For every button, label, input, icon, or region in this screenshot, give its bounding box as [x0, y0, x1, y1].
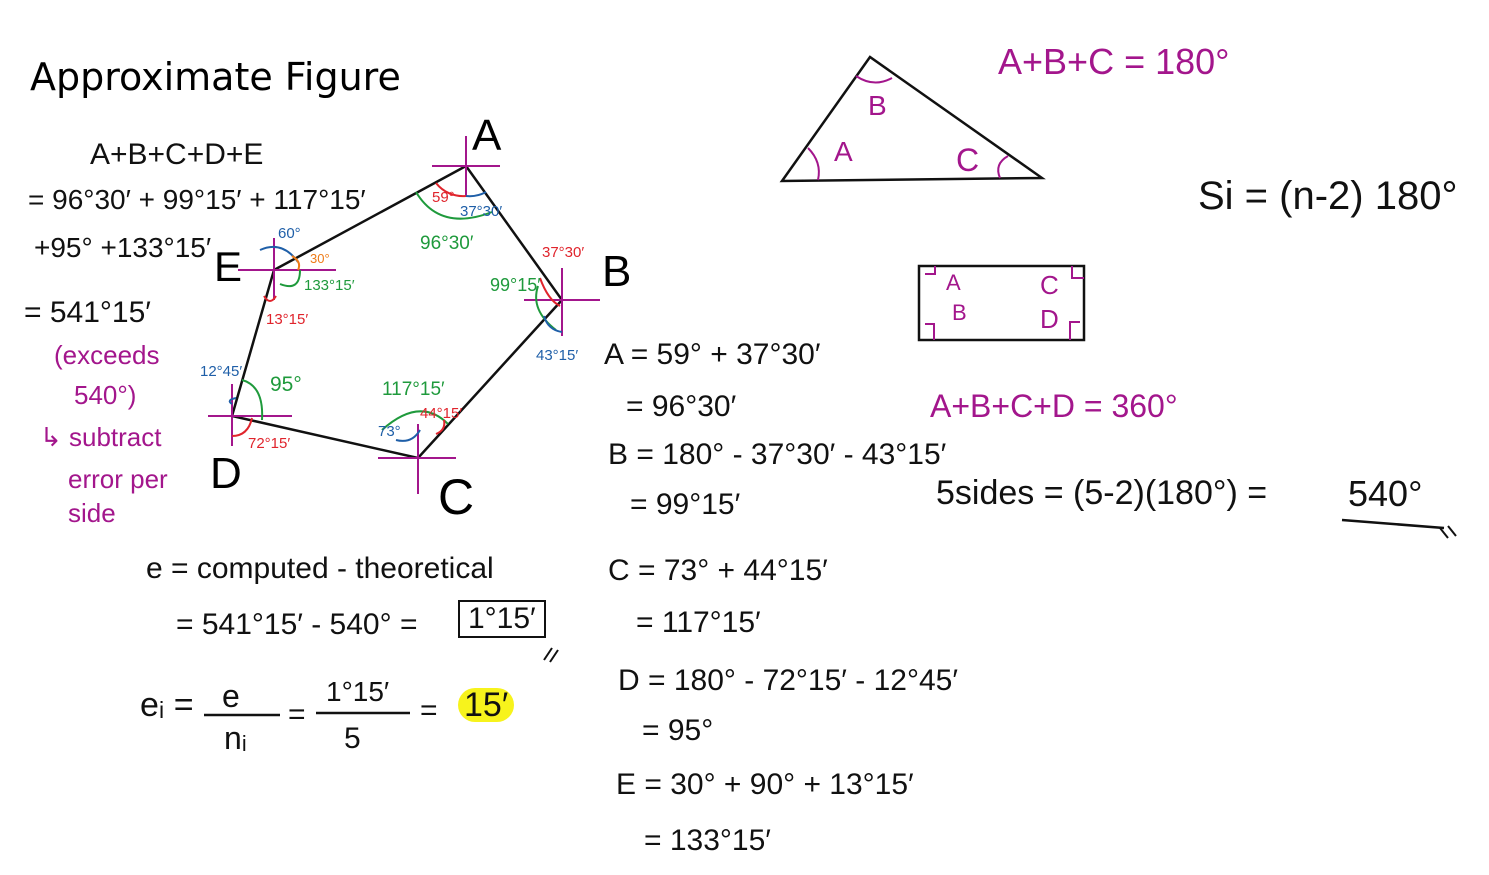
- angle-label: 99°15′: [490, 275, 541, 295]
- triangle-figure: [779, 55, 1046, 183]
- angle-label: 37°30′: [460, 203, 503, 220]
- calc-a-line-1: A = 59° + 37°30′: [604, 338, 821, 371]
- vertex-c-label: C: [438, 469, 475, 525]
- per-side-numerator: e: [222, 678, 240, 714]
- calc-b-line-2: = 99°15′: [630, 488, 741, 521]
- angle-label: 60°: [278, 225, 301, 242]
- error-computation: = 541°15′ - 540° =: [176, 608, 418, 641]
- five-sides-result: 540°: [1348, 473, 1423, 514]
- angle-label: 37°30′: [542, 244, 585, 261]
- calc-b-line-1: B = 180° - 37°30′ - 43°15′: [608, 438, 947, 471]
- note-line-1: (exceeds: [54, 340, 160, 370]
- calc-d-line-2: = 95°: [642, 714, 714, 747]
- rectangle-angle-a: A: [946, 270, 961, 295]
- angle-label: 59°: [432, 189, 455, 206]
- vertex-d-label: D: [210, 449, 242, 498]
- calc-a-line-2: = 96°30′: [626, 390, 737, 423]
- rectangle-sum-formula: A+B+C+D = 360°: [930, 388, 1178, 424]
- calc-e-line-1: E = 30° + 90° + 13°15′: [616, 768, 914, 801]
- equals-sign: =: [420, 694, 438, 727]
- vertex-b-label: B: [602, 247, 632, 296]
- calc-d-line-1: D = 180° - 72°15′ - 12°45′: [618, 664, 958, 697]
- calc-e-line-2: = 133°15′: [644, 824, 771, 857]
- note-line-2: 540°): [74, 380, 137, 410]
- equals-sign: =: [288, 698, 306, 731]
- fraction-denominator: 5: [344, 722, 361, 755]
- calc-c-line-1: C = 73° + 44°15′: [608, 554, 828, 587]
- five-sides-equation: 5sides = (5-2)(180°) =: [936, 474, 1268, 512]
- sum-line-2: = 96°30′ + 99°15′ + 117°15′: [28, 184, 366, 215]
- angle-label: 95°: [270, 373, 302, 396]
- boxed-error: 1°15′: [458, 600, 546, 638]
- per-side-lhs: eᵢ =: [140, 686, 194, 724]
- rectangle-angle-b: B: [952, 300, 967, 325]
- interior-angle-formula: Si = (n-2) 180°: [1198, 174, 1458, 218]
- triangle-angle-b: B: [868, 90, 887, 121]
- pentagon-figure: [230, 164, 564, 460]
- sum-line-4: = 541°15′: [24, 296, 151, 329]
- sum-line-3: +95° +133°15′: [34, 232, 212, 263]
- angle-label: 72°15′: [248, 435, 291, 452]
- angle-arcs: [228, 182, 563, 442]
- pentagon-outline: [230, 164, 564, 460]
- triangle-angle-c: C: [956, 142, 980, 178]
- note-line-5: side: [68, 498, 116, 528]
- triangle-sum-formula: A+B+C = 180°: [998, 41, 1230, 82]
- angle-label: 73°: [378, 423, 401, 440]
- rectangle-angle-c: C: [1040, 270, 1059, 300]
- rectangle-angle-d: D: [1040, 304, 1059, 334]
- angle-label: 13°15′: [266, 311, 309, 328]
- rectangle-figure: [917, 264, 1086, 342]
- error-definition: e = computed - theoretical: [146, 552, 494, 585]
- per-side-result: 15′: [458, 688, 515, 722]
- angle-label: 133°15′: [304, 277, 355, 294]
- angle-label: 117°15′: [382, 379, 445, 400]
- page-title: Approximate Figure: [30, 55, 401, 99]
- calc-c-line-2: = 117°15′: [636, 606, 761, 639]
- angle-label: 43°15′: [536, 347, 579, 364]
- triangle-angle-a: A: [834, 136, 853, 167]
- note-line-4: error per: [68, 464, 168, 494]
- angle-label: 44°15′: [420, 405, 463, 422]
- per-side-denominator: nᵢ: [224, 720, 247, 756]
- angle-label: 96°30′: [420, 233, 474, 254]
- sum-line-1: A+B+C+D+E: [90, 138, 264, 171]
- fraction-numerator: 1°15′: [326, 676, 390, 707]
- vertex-e-label: E: [214, 243, 243, 290]
- angle-label: 12°45′: [200, 363, 243, 380]
- note-line-3: ↳ subtract: [40, 422, 162, 452]
- angle-label: 30°: [310, 251, 330, 266]
- vertex-crosshairs: [208, 136, 600, 494]
- vertex-a-label: A: [472, 111, 502, 160]
